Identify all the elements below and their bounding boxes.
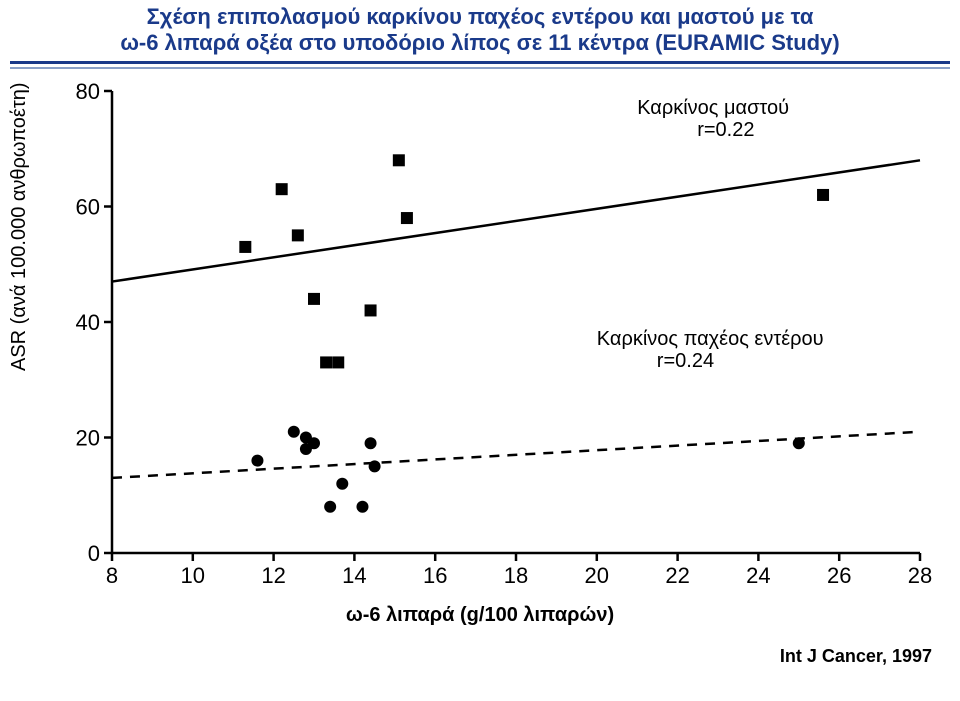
svg-text:0: 0 bbox=[88, 541, 100, 566]
chart-area: ASR (ανά 100.000 ανθρωποέτη) 0 20 40 60 80 8 1… bbox=[0, 71, 960, 671]
svg-text:Καρκίνος παχέος εντέρου: Καρκίνος παχέος εντέρου bbox=[597, 328, 824, 350]
svg-text:24: 24 bbox=[746, 563, 770, 588]
svg-text:14: 14 bbox=[342, 563, 366, 588]
svg-text:12: 12 bbox=[261, 563, 285, 588]
svg-text:60: 60 bbox=[76, 194, 100, 219]
svg-text:r=0.24: r=0.24 bbox=[657, 350, 714, 372]
title-line-1: Σχέση επιπολασμού καρκίνου παχέος εντέρο… bbox=[10, 4, 950, 30]
svg-text:10: 10 bbox=[181, 563, 205, 588]
svg-text:26: 26 bbox=[827, 563, 851, 588]
scatter-plot: 0 20 40 60 80 8 10 12 14 16 18 20 22 24 26 28 Καρκίνος μ… bbox=[60, 81, 940, 601]
title-line-2: ω-6 λιπαρά οξέα στο υποδόριο λίπος σε 11… bbox=[10, 30, 950, 56]
x-axis-label: ω-6 λιπαρά (g/100 λιπαρών) bbox=[0, 604, 960, 627]
svg-text:20: 20 bbox=[585, 563, 609, 588]
svg-text:18: 18 bbox=[504, 563, 528, 588]
title-rules bbox=[10, 61, 950, 69]
svg-text:r=0.22: r=0.22 bbox=[697, 119, 754, 141]
citation: Int J Cancer, 1997 bbox=[780, 646, 932, 667]
svg-text:22: 22 bbox=[665, 563, 689, 588]
svg-text:8: 8 bbox=[106, 563, 118, 588]
svg-text:20: 20 bbox=[76, 425, 100, 450]
svg-text:80: 80 bbox=[76, 81, 100, 104]
svg-text:28: 28 bbox=[908, 563, 932, 588]
svg-text:Καρκίνος μαστού: Καρκίνος μαστού bbox=[637, 97, 789, 119]
svg-text:40: 40 bbox=[76, 310, 100, 335]
y-axis-label: ASR (ανά 100.000 ανθρωποέτη) bbox=[8, 82, 31, 371]
svg-text:16: 16 bbox=[423, 563, 447, 588]
title-block: Σχέση επιπολασμού καρκίνου παχέος εντέρο… bbox=[0, 0, 960, 71]
